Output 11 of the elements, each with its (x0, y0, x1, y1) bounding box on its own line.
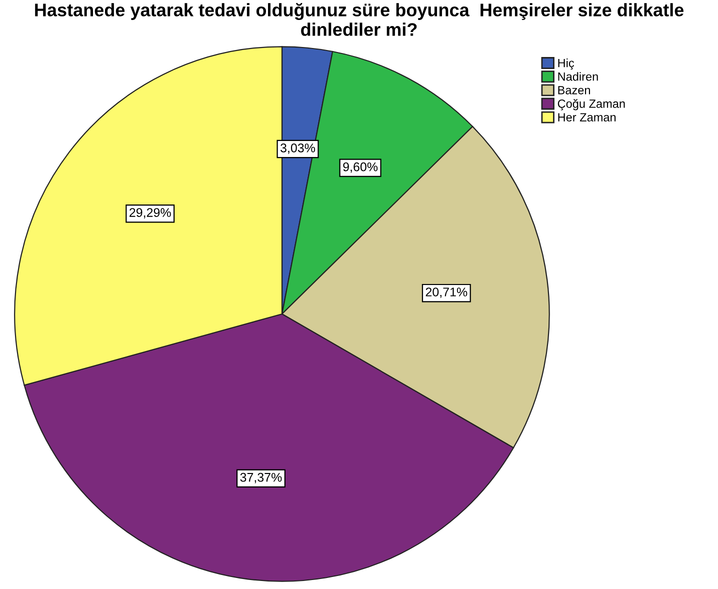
legend-label: Nadiren (558, 72, 598, 81)
data-label: 20,71% (426, 288, 468, 298)
data-label: 37,37% (240, 472, 282, 484)
data-label: 29,29% (130, 208, 171, 218)
data-label: 3,03% (280, 144, 316, 154)
legend-label: Çoğu Zaman (558, 99, 625, 110)
legend-label: Bazen (558, 86, 590, 94)
legend-label: Hiç (558, 58, 574, 70)
data-label: 9,60% (343, 162, 378, 173)
legend-label: Her Zaman (558, 113, 616, 122)
chart-title: Hastanede yatarak tedavi olduğunuz süre boyunca Hemşireler size dikkatle dinlediler mi? (35, 2, 684, 36)
